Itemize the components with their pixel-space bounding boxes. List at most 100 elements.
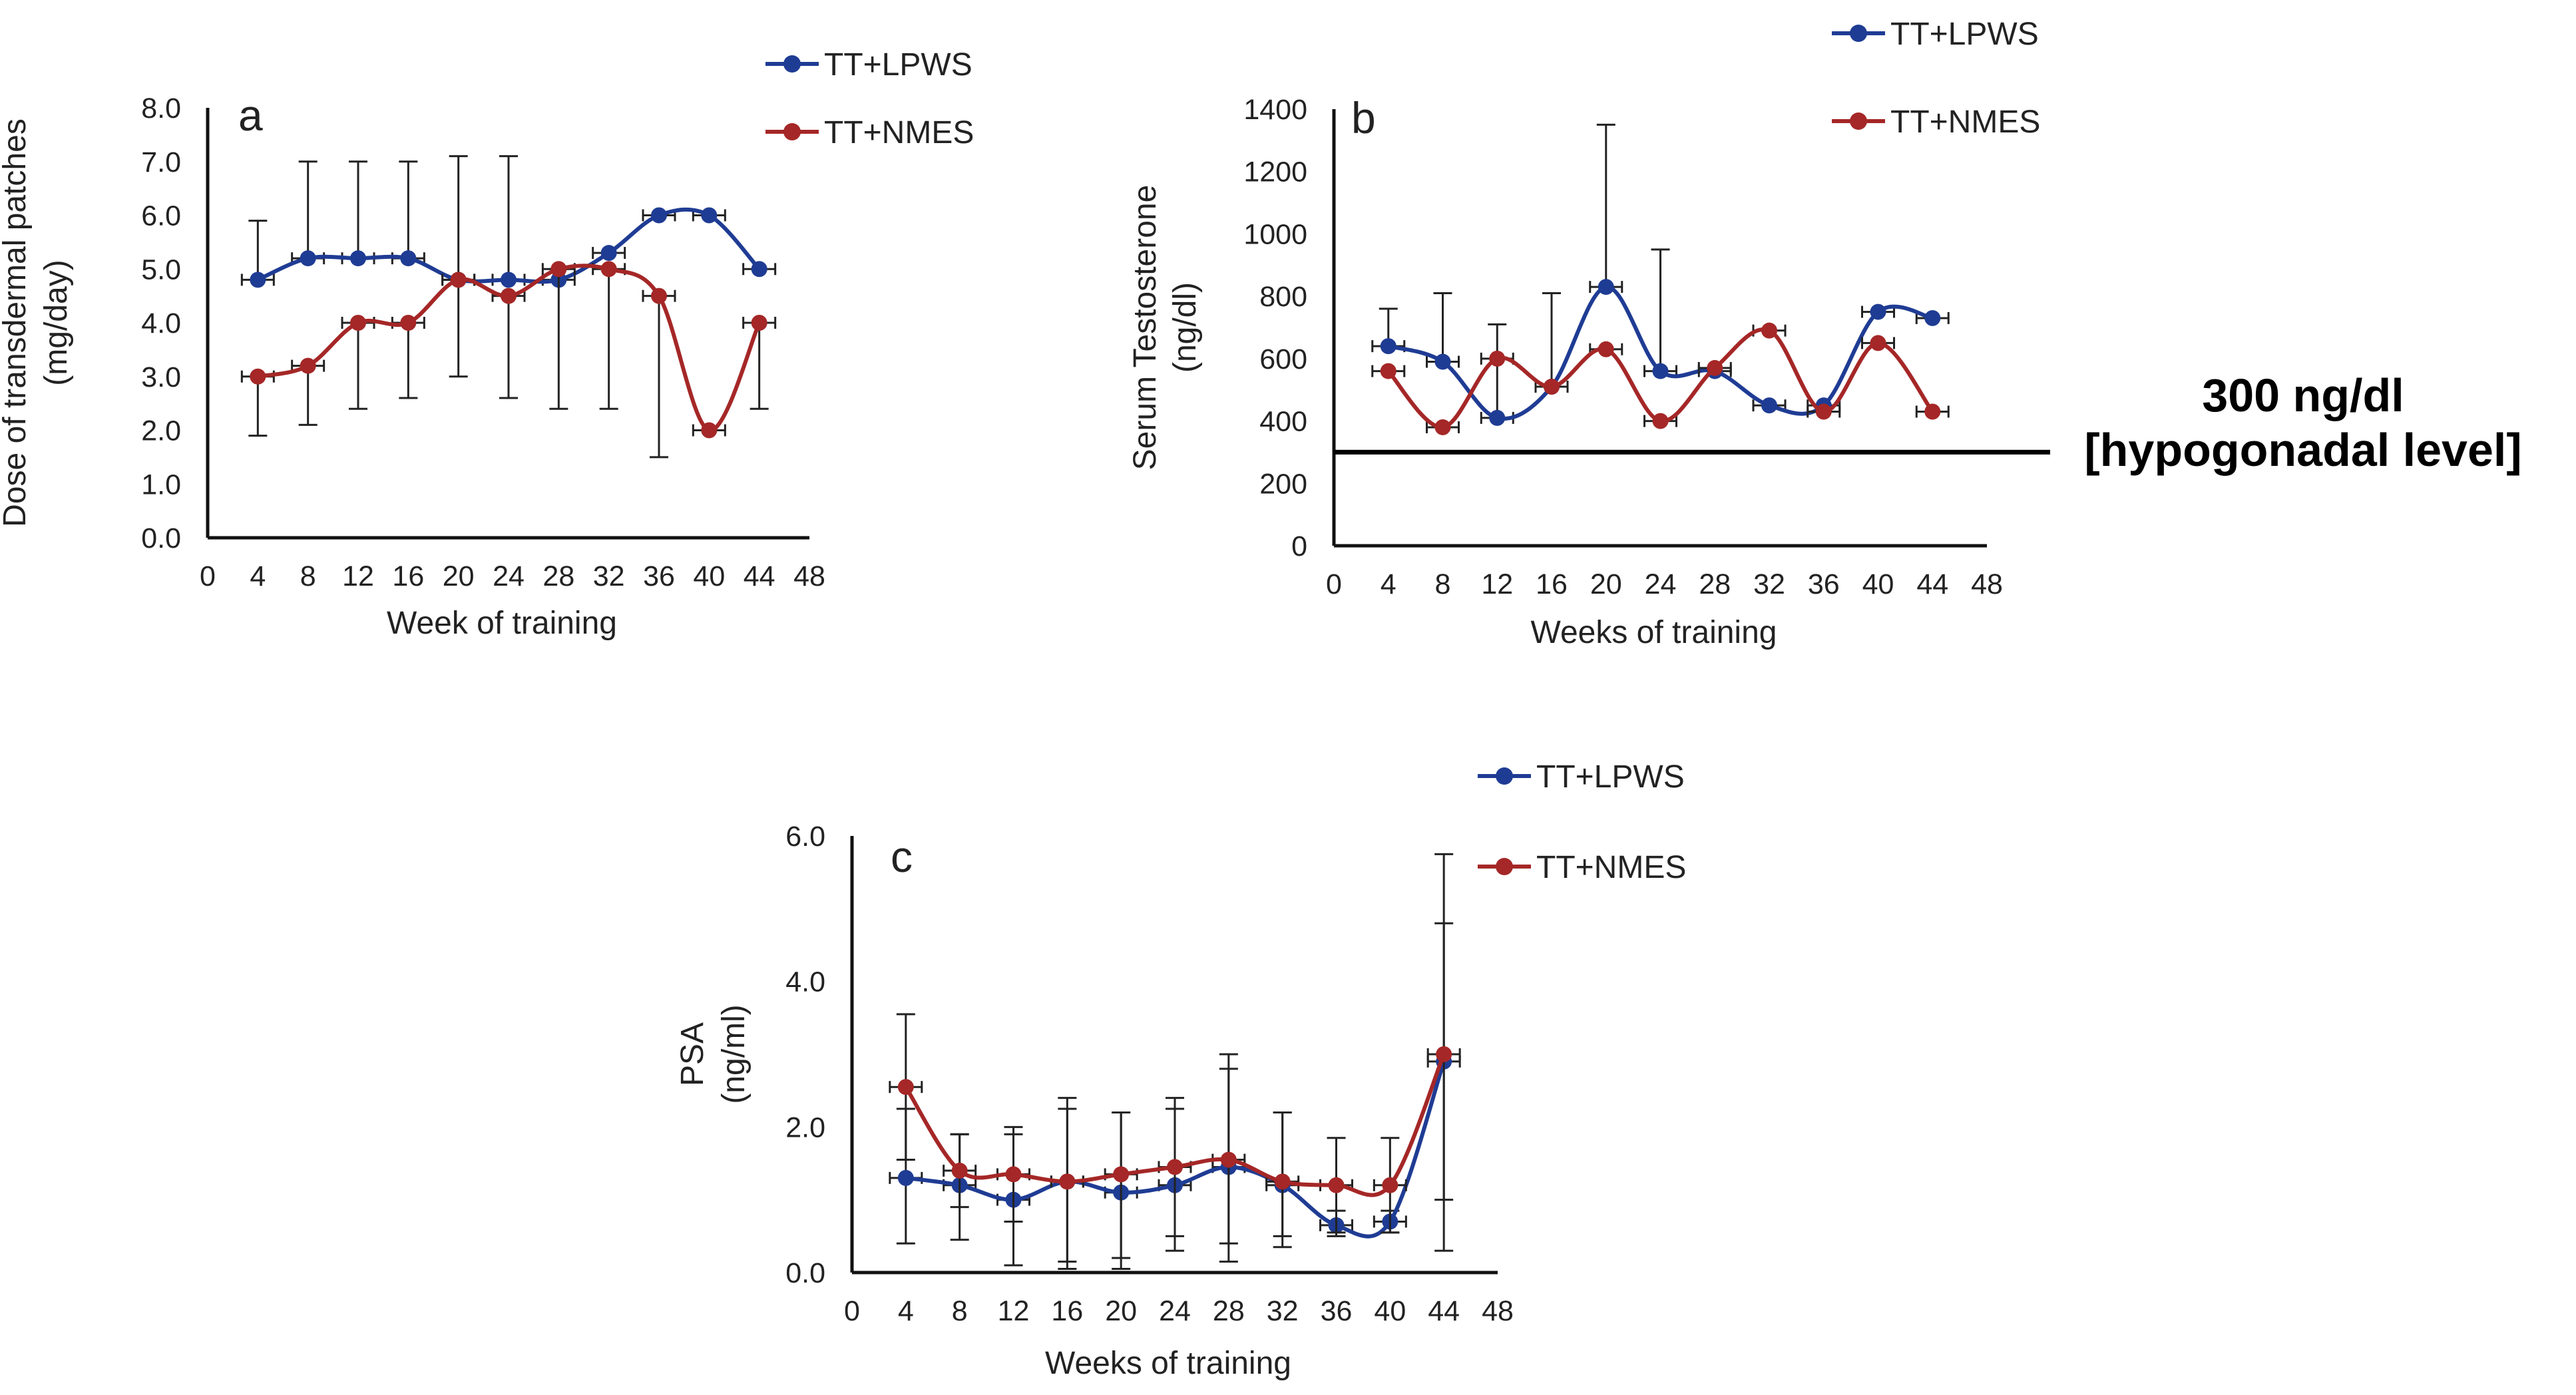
data-point [751,315,767,331]
x-tick-label: 16 [392,560,424,592]
y-tick-label: 6.0 [785,821,825,853]
data-point [1652,413,1669,429]
y-tick-label: 2.0 [785,1111,825,1143]
data-point [501,288,517,304]
legend-marker [1496,767,1513,785]
panel-letter: c [891,832,913,881]
x-tick-label: 8 [1435,568,1451,600]
y-tick-label: 5.0 [141,254,181,286]
y-tick-label: 1400 [1243,94,1307,126]
data-point [350,250,366,267]
y-axis-title: Serum Testosterone [1128,185,1163,471]
data-point [1598,279,1614,296]
x-axis-title: Week of training [387,606,617,641]
data-point [1870,335,1886,351]
x-tick-label: 20 [1590,568,1622,600]
data-point [1005,1166,1022,1183]
data-point [1544,379,1560,395]
reference-label-detail: [hypogonadal level] [2084,424,2521,476]
legend-item: TT+LPWS [765,47,972,83]
data-point [701,207,718,224]
x-tick-label: 48 [793,560,825,592]
y-tick-label: 400 [1259,406,1307,438]
data-point [1274,1173,1291,1190]
y-axis-title: PSA [675,1022,710,1086]
x-tick-label: 0 [844,1295,860,1327]
x-tick-label: 16 [1536,568,1568,600]
y-axis-unit: (ng/dl) [1168,282,1203,373]
x-tick-label: 4 [1381,568,1396,600]
series-tt-lpws [240,155,777,288]
legend-label: TT+LPWS [1890,17,2039,52]
data-point [1870,303,1886,320]
data-point [1380,363,1396,379]
x-tick-label: 20 [443,560,475,592]
y-tick-label: 4.0 [785,966,825,998]
y-tick-label: 600 [1259,343,1307,375]
x-tick-label: 0 [200,560,216,592]
panel-letter: a [238,91,263,140]
data-point [1059,1173,1076,1190]
data-point [400,315,417,331]
x-tick-label: 12 [1481,568,1513,600]
series-tt-nmes [889,853,1461,1263]
data-point [501,272,517,288]
series-line [905,1060,1446,1239]
x-tick-label: 36 [1808,568,1840,600]
legend-label: TT+LPWS [1536,759,1685,795]
y-tick-label: 1.0 [141,469,181,500]
data-point [1761,397,1777,414]
x-tick-label: 8 [300,560,316,592]
data-point [651,207,667,224]
x-tick-label: 28 [542,560,574,592]
data-point [897,1079,914,1096]
x-tick-label: 8 [952,1295,968,1327]
chart-panel-b: 0 4 8 12 16 20 24 28 32 36 40 44 4802004006008001000… [1128,17,2522,650]
y-tick-label: 6.0 [141,200,181,232]
x-tick-label: 28 [1213,1295,1245,1327]
data-point [1489,409,1506,426]
x-axis-title: Weeks of training [1045,1346,1291,1381]
data-point [1434,419,1451,435]
y-tick-label: 7.0 [141,146,181,178]
series-line [1387,285,1933,421]
y-tick-label: 1000 [1243,218,1307,250]
data-point [701,422,718,439]
x-tick-label: 16 [1051,1295,1083,1327]
legend-label: TT+NMES [824,115,974,150]
data-point [1328,1177,1345,1193]
x-axis-title: Weeks of training [1531,615,1777,650]
data-point [951,1162,968,1179]
legend-marker [783,123,801,140]
legend-marker [1850,112,1867,130]
data-point [450,272,467,288]
x-tick-label: 44 [1916,568,1948,600]
data-point [300,357,316,374]
data-point [1761,322,1777,339]
x-tick-label: 44 [1428,1295,1460,1327]
y-tick-label: 4.0 [141,307,181,339]
legend-item: TT+LPWS [1478,759,1685,795]
data-point [250,368,266,385]
panel-letter: b [1351,93,1376,142]
y-tick-label: 0.0 [785,1257,825,1289]
data-point [1598,341,1614,357]
legend-label: TT+NMES [1890,104,2040,140]
data-point [400,250,417,267]
data-point [1489,350,1506,367]
y-tick-label: 2.0 [141,415,181,447]
data-point [1382,1177,1398,1193]
x-tick-label: 28 [1699,568,1731,600]
x-tick-label: 44 [744,560,775,592]
x-tick-label: 40 [1862,568,1894,600]
x-tick-label: 12 [998,1295,1030,1327]
y-tick-label: 3.0 [141,361,181,393]
data-point [350,315,366,331]
chart-panel-a: 0 4 8 12 16 20 24 28 32 36 40 44 480.01.02.03.04.05.… [0,47,974,641]
y-tick-label: 1200 [1243,156,1307,188]
data-point [751,261,767,278]
x-tick-label: 24 [493,560,525,592]
reference-label: 300 ng/dl [2202,369,2404,421]
data-point [1436,1046,1452,1062]
